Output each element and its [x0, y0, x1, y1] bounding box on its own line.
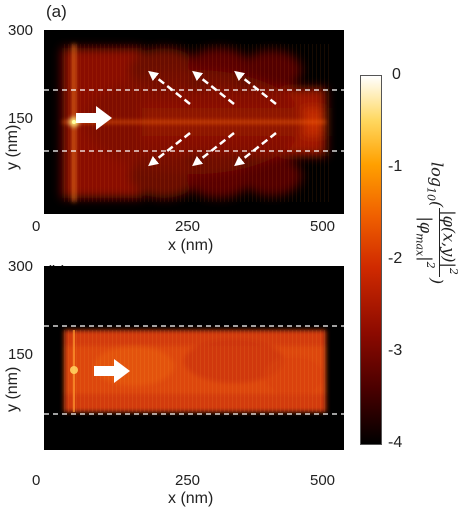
- colorbar-tick-3: -3: [388, 342, 403, 359]
- colorbar-label-fraction: |φ(x,y)|2 |φmax|2: [410, 208, 462, 277]
- colorbar: [360, 75, 382, 445]
- y-tick-b-300: 300: [8, 258, 34, 275]
- panel-a-label: (a): [46, 2, 67, 21]
- colorbar-tick-2: -2: [388, 250, 403, 267]
- colorbar-label-base: 10: [424, 187, 438, 201]
- x-tick-a-500: 500: [310, 218, 336, 235]
- colorbar-label: log10( |φ(x,y)|2 |φmax|2 ): [410, 162, 462, 284]
- x-tick-a-250: 250: [175, 218, 201, 235]
- x-axis-label-b: x (nm): [168, 490, 214, 507]
- overlay-b: [44, 325, 344, 415]
- colorbar-label-log: log: [427, 162, 447, 187]
- heatmap-a: [44, 30, 344, 214]
- propagation-arrow-a: [76, 106, 112, 130]
- colorbar-label-den-sub: max: [413, 233, 427, 257]
- x-tick-a-0: 0: [32, 218, 41, 235]
- scatter-arrow-up-3: [234, 70, 277, 105]
- colorbar-tick-4: -4: [388, 434, 403, 451]
- scatter-arrow-down-1: [148, 132, 191, 167]
- x-tick-b-0: 0: [32, 472, 41, 489]
- y-axis-label-a: y (nm): [4, 124, 21, 170]
- y-tick-a-300: 300: [8, 22, 34, 39]
- colorbar-label-den-power: 2: [423, 261, 437, 269]
- x-tick-b-500: 500: [310, 472, 336, 489]
- scatter-arrow-up-2: [192, 70, 235, 105]
- colorbar-label-numerator: |φ(x,y)|: [439, 210, 459, 268]
- y-axis-label-b: y (nm): [4, 366, 21, 412]
- colorbar-label-num-power: 2: [447, 267, 460, 275]
- y-tick-b-150: 150: [8, 346, 34, 363]
- overlay-a: [44, 70, 344, 167]
- colorbar-tick-0: 0: [392, 66, 401, 83]
- scatter-arrow-down-2: [192, 132, 235, 167]
- x-tick-b-250: 250: [175, 472, 201, 489]
- colorbar-tick-1: -1: [388, 158, 403, 175]
- colorbar-label-den-open: |φ: [416, 216, 436, 234]
- propagation-arrow-b: [94, 359, 130, 383]
- y-tick-a-150: 150: [8, 110, 34, 127]
- scatter-arrow-down-3: [234, 132, 277, 167]
- x-axis-label-a: x (nm): [168, 237, 214, 254]
- scatter-arrow-up-1: [148, 70, 191, 105]
